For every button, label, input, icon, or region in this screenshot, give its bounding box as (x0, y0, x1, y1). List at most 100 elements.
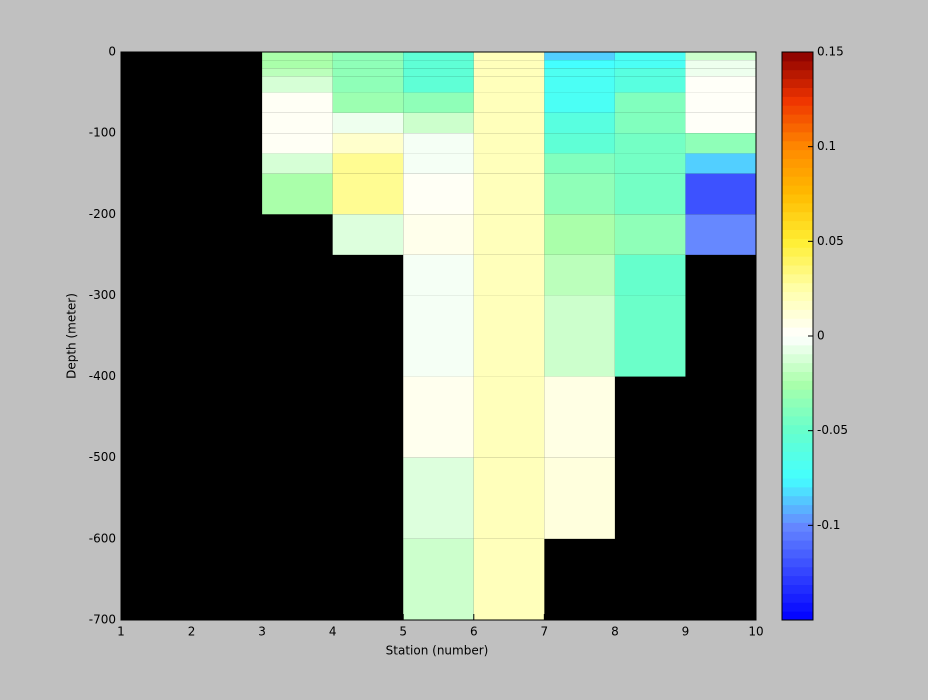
colorbar-swatch (782, 362, 813, 372)
colorbar-swatch (782, 451, 813, 461)
colorbar-swatch (782, 87, 813, 97)
colorbar-swatch (782, 140, 813, 151)
heatmap-cell (403, 133, 474, 154)
heatmap-cell (473, 538, 545, 620)
colorbar-swatch (782, 513, 813, 523)
heatmap-cell (614, 60, 686, 69)
colorbar-swatch (782, 211, 813, 222)
heatmap-cell (262, 76, 333, 93)
heatmap-cell (544, 112, 615, 134)
heatmap-cell (473, 60, 545, 69)
colorbar-swatch (782, 531, 813, 541)
heatmap-cell (262, 68, 333, 77)
heatmap-cell (262, 60, 333, 69)
colorbar-swatch (782, 185, 813, 195)
heatmap-cell (403, 538, 474, 620)
colorbar-swatch (782, 336, 813, 346)
y-tick-label: -200 (89, 207, 116, 221)
heatmap-cell (332, 133, 404, 154)
heatmap-cell (473, 173, 545, 215)
y-tick-label: -100 (89, 126, 116, 140)
heatmap-cell (614, 153, 686, 174)
heatmap-cell (685, 76, 756, 93)
heatmap-cell (544, 52, 615, 61)
heatmap-cell (544, 173, 615, 215)
y-tick-label: -700 (89, 613, 116, 627)
heatmap-cell (332, 92, 404, 113)
x-tick-label: 5 (399, 625, 407, 639)
heatmap-cell (403, 60, 474, 69)
colorbar-swatch (782, 433, 813, 443)
colorbar-swatch (782, 540, 813, 550)
heatmap-cell (473, 254, 545, 296)
heatmap-cell (403, 68, 474, 77)
heatmap-cell (544, 60, 615, 69)
heatmap-cell (614, 295, 686, 377)
x-tick-label: 3 (258, 625, 266, 639)
colorbar-swatch (782, 52, 813, 62)
colorbar-swatch (782, 69, 813, 80)
heatmap-cell (614, 92, 686, 113)
colorbar-swatch (782, 549, 813, 559)
x-tick-label: 8 (611, 625, 619, 639)
colorbar-swatch (782, 229, 813, 239)
x-tick-label: 9 (682, 625, 690, 639)
heatmap-cell (685, 52, 756, 61)
heatmap-cell (473, 112, 545, 134)
heatmap-cell (544, 457, 615, 539)
heatmap-cell (544, 254, 615, 296)
colorbar-swatch (782, 575, 813, 585)
x-axis-label: Station (number) (386, 644, 489, 658)
colorbar-swatch (782, 96, 813, 106)
colorbar-swatch (782, 371, 813, 381)
colorbar-swatch (782, 584, 813, 594)
colorbar-swatch (782, 247, 813, 257)
heatmap-cell (332, 153, 404, 174)
colorbar-swatch (782, 202, 813, 213)
colorbar-swatch (782, 291, 813, 301)
colorbar-swatch (782, 273, 813, 284)
y-tick-label: -400 (89, 369, 116, 383)
heatmap-cell (544, 92, 615, 113)
heatmap-cell (614, 52, 686, 61)
heatmap-cell (473, 214, 545, 255)
y-axis-label: Depth (meter) (65, 293, 79, 379)
heatmap-cell (473, 52, 545, 61)
x-tick-label: 2 (188, 625, 196, 639)
heatmap-cell (262, 153, 333, 174)
heatmap-cell (614, 254, 686, 296)
heatmap-cell (473, 76, 545, 93)
heatmap-cell (473, 376, 545, 458)
colorbar-swatch (782, 398, 813, 408)
heatmap-cell (614, 133, 686, 154)
colorbar-swatch (782, 478, 813, 488)
colorbar-swatch (782, 407, 813, 417)
colorbar-swatch (782, 282, 813, 293)
heatmap-cell (332, 60, 404, 69)
heatmap-cell (685, 92, 756, 113)
axes-frame (120, 51, 757, 621)
x-tick-label: 6 (470, 625, 478, 639)
colorbar-swatch (782, 353, 813, 364)
colorbar-swatch (782, 460, 813, 470)
colorbar-swatch (782, 318, 813, 328)
y-tick-label: -300 (89, 288, 116, 302)
colorbar-swatch (782, 265, 813, 275)
heatmap-cell (403, 376, 474, 458)
heatmap-cell (332, 76, 404, 93)
colorbar-swatch (782, 495, 813, 506)
colorbar-tick-label: -0.05 (817, 423, 848, 437)
colorbar-swatch (782, 131, 813, 142)
heatmap-cell (614, 214, 686, 255)
heatmap-cell (403, 254, 474, 296)
heatmap-cell (685, 214, 756, 255)
colorbar-swatch (782, 593, 813, 603)
colorbar-swatch (782, 114, 813, 124)
colorbar-swatch (782, 486, 813, 497)
colorbar-swatch (782, 300, 813, 310)
colorbar-swatch (782, 220, 813, 230)
heatmap-cell (544, 68, 615, 77)
colorbar-swatch (782, 344, 813, 355)
heatmap-cell (332, 52, 404, 61)
colorbar-swatch (782, 557, 813, 568)
